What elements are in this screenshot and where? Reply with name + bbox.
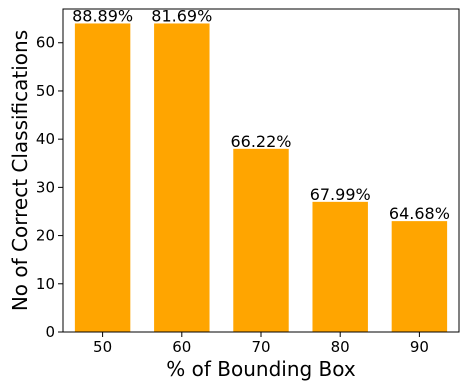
- y-tick-label: 10: [36, 275, 55, 293]
- x-tick-label: 80: [331, 338, 350, 356]
- y-axis-label: No of Correct Classifications: [8, 30, 32, 311]
- data-label-70: 66.22%: [230, 132, 291, 151]
- data-label-60: 81.69%: [151, 6, 212, 25]
- data-label-90: 64.68%: [389, 204, 450, 223]
- bar-80: [312, 201, 368, 332]
- x-tick-label: 60: [172, 338, 191, 356]
- bar-50: [74, 23, 131, 333]
- y-tick-label: 30: [36, 178, 55, 196]
- bar-60: [154, 23, 210, 333]
- y-tick-label: 0: [45, 323, 55, 341]
- y-tick-label: 40: [36, 130, 55, 148]
- y-tick-label: 50: [36, 82, 55, 100]
- x-tick-label: 90: [410, 338, 429, 356]
- bar-70: [233, 148, 289, 332]
- bars-group: [74, 23, 448, 333]
- bar-90: [391, 221, 448, 332]
- data-label-80: 67.99%: [310, 185, 371, 204]
- x-axis-ticks: 50 60 70 80 90: [93, 332, 429, 356]
- y-axis-ticks: 0 10 20 30 40 50 60: [36, 34, 63, 341]
- y-tick-label: 60: [36, 34, 55, 52]
- data-labels-group: 88.89% 81.69% 66.22% 67.99% 64.68%: [72, 6, 450, 223]
- plot-frame: [62, 8, 460, 333]
- y-tick-label: 20: [36, 227, 55, 245]
- x-axis-label: % of Bounding Box: [166, 357, 356, 381]
- data-label-50: 88.89%: [72, 6, 133, 25]
- x-tick-label: 50: [93, 338, 112, 356]
- x-tick-label: 70: [251, 338, 270, 356]
